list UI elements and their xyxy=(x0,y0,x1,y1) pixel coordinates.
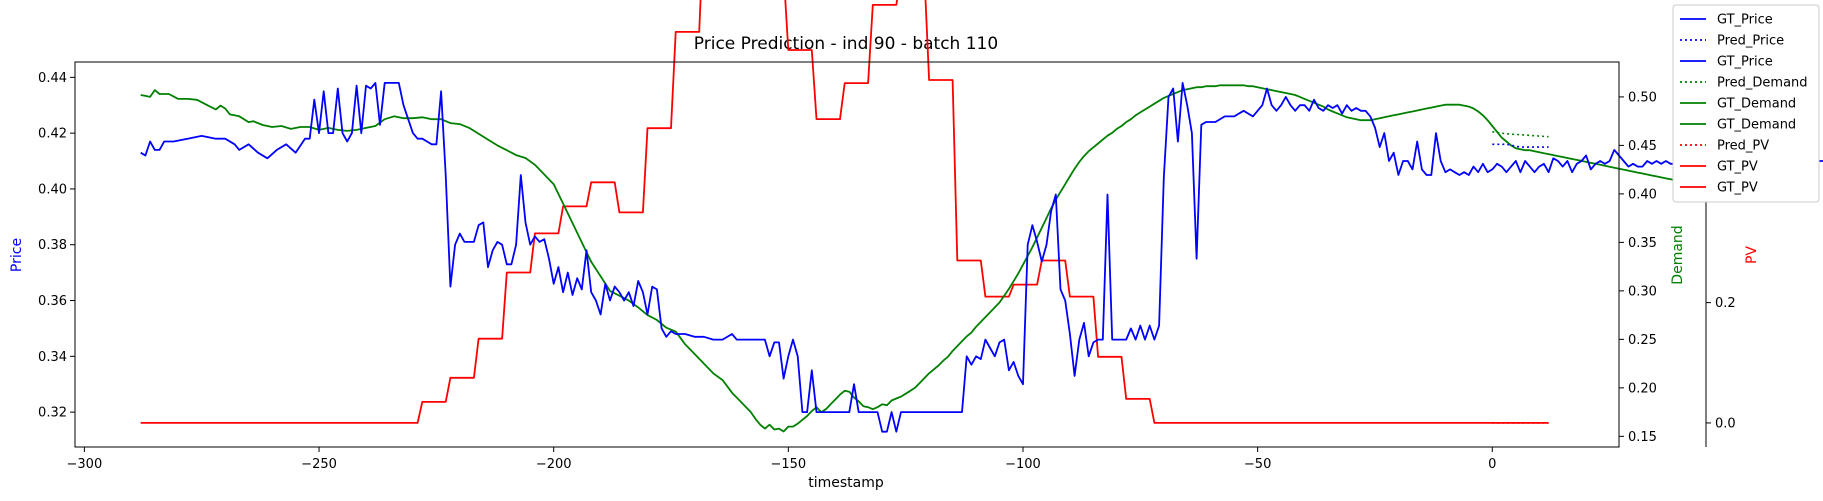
y-axis-label-demand: Demand xyxy=(1670,225,1686,284)
legend-label: Pred_Price xyxy=(1717,34,1784,49)
plot-area xyxy=(140,0,1823,433)
x-axis-label: timestamp xyxy=(808,475,884,491)
plot-frame xyxy=(74,61,1620,448)
x-tick-label: −150 xyxy=(770,457,806,472)
series-line-gt-pv xyxy=(140,0,1549,424)
price-tick-label: 0.36 xyxy=(38,294,67,309)
y-axis-label-pv: PV xyxy=(1744,246,1760,264)
legend-label: GT_Demand xyxy=(1717,97,1796,112)
x-tick-label: −50 xyxy=(1244,457,1271,472)
legend: GT_Price Pred_Price GT_Price Pred_Demand GT_… xyxy=(1672,4,1820,203)
x-tick-label: −100 xyxy=(1005,457,1041,472)
legend-label: GT_PV xyxy=(1717,160,1758,175)
legend-label: GT_Price xyxy=(1717,13,1773,28)
demand-tick-label: 0.20 xyxy=(1628,381,1657,396)
x-tick-label: 0 xyxy=(1488,457,1496,472)
price-tick-label: 0.44 xyxy=(38,71,67,86)
legend-box xyxy=(1672,4,1820,203)
y-axis-price: 0.32 0.34 0.36 0.38 0.40 0.42 0.44 xyxy=(38,71,75,421)
price-tick-label: 0.38 xyxy=(38,238,67,253)
price-tick-label: 0.40 xyxy=(38,182,67,197)
demand-tick-label: 0.40 xyxy=(1628,187,1657,202)
price-tick-label: 0.42 xyxy=(38,127,67,142)
demand-tick-label: 0.35 xyxy=(1628,236,1657,251)
legend-label: GT_PV xyxy=(1717,181,1758,196)
chart-title: Price Prediction - ind 90 - batch 110 xyxy=(694,34,998,54)
demand-tick-label: 0.30 xyxy=(1628,284,1657,299)
pv-tick-label: 0.0 xyxy=(1715,416,1736,431)
y-axis-demand: 0.15 0.20 0.25 0.30 0.35 0.40 0.45 0.50 xyxy=(1619,90,1657,445)
demand-tick-label: 0.50 xyxy=(1628,90,1657,105)
price-tick-label: 0.34 xyxy=(38,350,67,365)
y-axis-label-price: Price xyxy=(9,238,25,272)
legend-label: GT_Demand xyxy=(1717,118,1796,133)
x-tick-label: −250 xyxy=(301,457,337,472)
demand-tick-label: 0.25 xyxy=(1628,333,1657,348)
x-tick-label: −300 xyxy=(67,457,103,472)
demand-tick-label: 0.15 xyxy=(1628,430,1657,445)
legend-label: Pred_Demand xyxy=(1717,76,1808,91)
legend-label: Pred_PV xyxy=(1717,139,1769,154)
legend-label: GT_Price xyxy=(1717,55,1773,70)
price-tick-label: 0.32 xyxy=(38,406,67,421)
demand-tick-label: 0.45 xyxy=(1628,139,1657,154)
x-tick-label: −200 xyxy=(536,457,572,472)
pv-tick-label: 0.2 xyxy=(1715,296,1736,311)
series-line-gt-demand xyxy=(140,84,1728,433)
series-line-gt-price xyxy=(140,82,1823,433)
series-line-pred-price xyxy=(1492,143,1549,148)
x-axis: −300 −250 −200 −150 −100 −50 0 xyxy=(67,447,1496,472)
